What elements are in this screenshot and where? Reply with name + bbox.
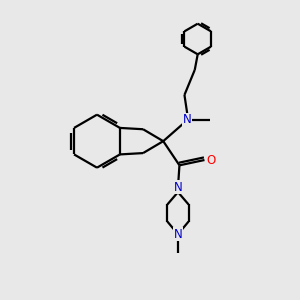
Text: N: N	[174, 181, 182, 194]
Text: N: N	[183, 113, 192, 127]
Text: O: O	[206, 154, 216, 166]
Text: N: N	[174, 228, 182, 241]
